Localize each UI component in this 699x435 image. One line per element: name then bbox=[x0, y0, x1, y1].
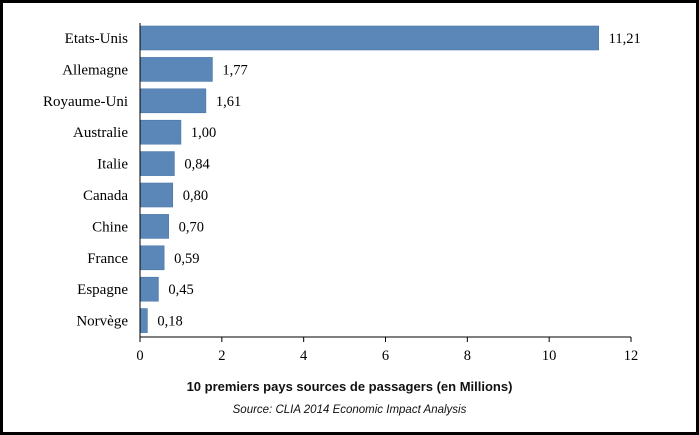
data-label: 0,84 bbox=[184, 157, 210, 173]
data-label: 0,70 bbox=[179, 219, 204, 235]
bar bbox=[139, 25, 599, 51]
data-label: 0,18 bbox=[157, 314, 182, 330]
bar bbox=[139, 276, 159, 302]
category-label: France bbox=[87, 251, 128, 267]
bar-chart: Etats-Unis 11,21 Allemagne 1,77 Royaume-Uni 1… bbox=[43, 23, 641, 364]
x-tick-label: 12 bbox=[624, 348, 639, 364]
data-label: 1,61 bbox=[216, 94, 241, 110]
category-label: Chine bbox=[92, 219, 128, 235]
x-tick-label: 4 bbox=[300, 348, 308, 364]
x-tick-label: 8 bbox=[464, 348, 471, 364]
bar bbox=[139, 151, 175, 176]
category-label: Italie bbox=[97, 157, 128, 173]
category-label: Canada bbox=[83, 188, 128, 204]
bar bbox=[139, 308, 148, 333]
category-label: Etats-Unis bbox=[65, 31, 128, 47]
category-label: Espagne bbox=[77, 282, 128, 298]
bar bbox=[139, 245, 165, 271]
chart-source: Source: CLIA 2014 Economic Impact Analys… bbox=[232, 404, 467, 416]
data-label: 1,00 bbox=[191, 125, 216, 141]
bar bbox=[139, 182, 174, 208]
data-label: 0,59 bbox=[174, 251, 199, 267]
bar bbox=[139, 57, 213, 82]
data-label: 0,45 bbox=[168, 282, 193, 298]
x-axis-label: 10 premiers pays sources de passagers (e… bbox=[186, 379, 513, 394]
x-tick-label: 2 bbox=[218, 348, 225, 364]
data-label: 0,80 bbox=[183, 188, 208, 204]
x-tick-label: 10 bbox=[542, 348, 557, 364]
data-label: 11,21 bbox=[609, 31, 641, 47]
x-tick-label: 0 bbox=[136, 348, 143, 364]
category-label: Norvège bbox=[76, 314, 128, 330]
category-label: Australie bbox=[73, 125, 128, 141]
bar bbox=[139, 88, 207, 114]
category-label: Royaume-Uni bbox=[43, 94, 128, 110]
bar bbox=[139, 119, 182, 145]
chart-frame: Etats-Unis 11,21 Allemagne 1,77 Royaume-Uni 1… bbox=[3, 3, 696, 432]
x-tick-label: 6 bbox=[382, 348, 389, 364]
category-label: Allemagne bbox=[62, 62, 128, 78]
bar bbox=[139, 214, 169, 239]
data-label: 1,77 bbox=[222, 62, 247, 78]
